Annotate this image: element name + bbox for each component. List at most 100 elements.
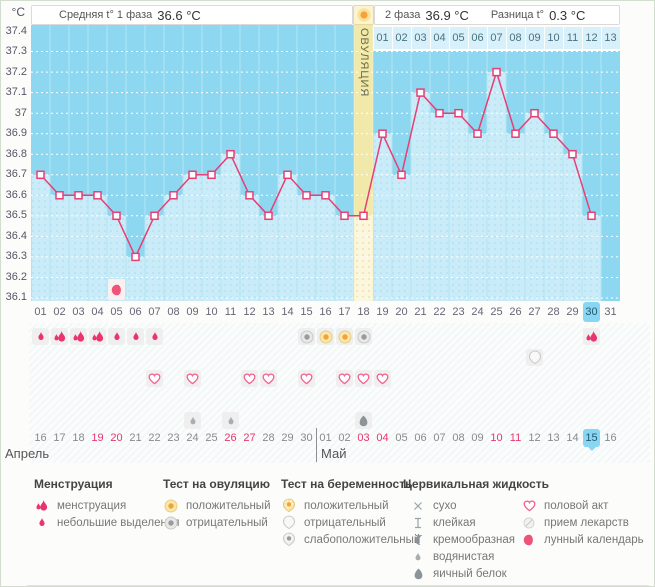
calendar-date-apr-25[interactable]: 25 — [205, 432, 218, 444]
cycle-day-30[interactable]: 30 — [583, 302, 600, 322]
ovulation-test-positive-icon — [319, 330, 333, 344]
legend-section-title: Цервикальная жидкость — [403, 477, 550, 491]
cervical-fluid-row-day-11 — [222, 412, 239, 429]
temp-point-day-13 — [264, 211, 273, 221]
cycle-day-05[interactable]: 05 — [110, 306, 123, 318]
calendar-date-may-15[interactable]: 15 — [583, 429, 600, 447]
menses-heavy-icon — [34, 499, 50, 513]
cycle-day-29[interactable]: 29 — [566, 306, 579, 318]
calendar-date-apr-22[interactable]: 22 — [148, 432, 161, 444]
legend-section-3: Цервикальная жидкость сухо клейкая кремообр… — [403, 477, 549, 582]
cycle-day-23[interactable]: 23 — [452, 306, 465, 318]
legend-item: слабоположительный — [281, 531, 420, 548]
cycle-day-11[interactable]: 11 — [224, 306, 237, 318]
legend-item-label: отрицательный — [304, 516, 386, 529]
temp-point-day-10 — [207, 170, 216, 180]
cycle-day-19[interactable]: 19 — [376, 306, 389, 318]
legend-item-label: менструация — [57, 499, 127, 512]
cycle-day-15[interactable]: 15 — [300, 306, 313, 318]
calendar-date-may-11[interactable]: 11 — [509, 432, 522, 444]
y-tick-37.4: 37.4 — [5, 24, 27, 37]
calendar-date-may-10[interactable]: 10 — [490, 432, 503, 444]
calendar-date-may-06[interactable]: 06 — [414, 432, 427, 444]
cycle-day-16[interactable]: 16 — [319, 306, 332, 318]
ovulation-test-negative-icon — [300, 330, 314, 344]
legend-section-4: половой акт прием лекарств лунный календар… — [521, 497, 644, 548]
cycle-day-06[interactable]: 06 — [129, 306, 142, 318]
legend-item: положительный — [281, 497, 420, 514]
cycle-day-12[interactable]: 12 — [243, 306, 256, 318]
calendar-date-apr-30[interactable]: 30 — [300, 432, 313, 444]
today-marker-notch — [587, 447, 596, 451]
cycle-day-07[interactable]: 07 — [148, 306, 161, 318]
cf-dry-icon — [410, 501, 426, 511]
cycle-day-14[interactable]: 14 — [281, 306, 294, 318]
calendar-date-apr-20[interactable]: 20 — [110, 432, 123, 444]
cycle-day-31[interactable]: 31 — [604, 306, 617, 318]
calendar-date-may-04[interactable]: 04 — [376, 432, 389, 444]
calendar-date-may-07[interactable]: 07 — [433, 432, 446, 444]
cycle-day-22[interactable]: 22 — [433, 306, 446, 318]
legend-item: клейкая — [410, 514, 549, 531]
cycle-day-27[interactable]: 27 — [528, 306, 541, 318]
menstruation-and-ovulation-test-row-day-6 — [127, 328, 144, 345]
cf-sticky-icon — [410, 517, 426, 529]
pregnancy-test-negative-icon — [528, 350, 542, 365]
calendar-date-apr-18[interactable]: 18 — [72, 432, 85, 444]
calendar-date-apr-16[interactable]: 16 — [34, 432, 47, 444]
calendar-date-may-16[interactable]: 16 — [604, 432, 617, 444]
cycle-day-26[interactable]: 26 — [509, 306, 522, 318]
calendar-date-apr-28[interactable]: 28 — [262, 432, 275, 444]
intercourse-row-day-12 — [241, 370, 258, 387]
cycle-day-28[interactable]: 28 — [547, 306, 560, 318]
temp-point-day-3 — [74, 191, 83, 200]
calendar-date-apr-27[interactable]: 27 — [243, 432, 256, 444]
calendar-date-may-02[interactable]: 02 — [338, 432, 351, 444]
temp-point-day-4 — [93, 191, 102, 200]
legend-item-label: клейкая — [433, 516, 476, 529]
cycle-day-10[interactable]: 10 — [205, 306, 218, 318]
calendar-date-may-01[interactable]: 01 — [319, 432, 332, 444]
temp-point-day-11 — [226, 149, 235, 159]
cycle-day-09[interactable]: 09 — [186, 306, 199, 318]
intercourse-icon — [243, 373, 256, 385]
calendar-date-apr-26[interactable]: 26 — [224, 432, 237, 444]
cycle-day-02[interactable]: 02 — [53, 306, 66, 318]
phase2-day-04: 04 — [430, 27, 449, 49]
cycle-day-08[interactable]: 08 — [167, 306, 180, 318]
avg-phase1-value: 36.6 °C — [157, 7, 201, 23]
cycle-day-24[interactable]: 24 — [471, 306, 484, 318]
calendar-date-may-03[interactable]: 03 — [357, 432, 370, 444]
temp-point-day-20 — [397, 170, 406, 180]
temp-point-day-1 — [36, 170, 45, 180]
cycle-day-25[interactable]: 25 — [490, 306, 503, 318]
calendar-date-may-14[interactable]: 14 — [566, 432, 579, 444]
cycle-day-03[interactable]: 03 — [72, 306, 85, 318]
phase2-day-07: 07 — [487, 27, 506, 49]
calendar-date-may-05[interactable]: 05 — [395, 432, 408, 444]
intercourse-row-day-7 — [146, 370, 163, 387]
calendar-date-may-08[interactable]: 08 — [452, 432, 465, 444]
calendar-date-apr-23[interactable]: 23 — [167, 432, 180, 444]
calendar-date-apr-21[interactable]: 21 — [129, 432, 142, 444]
intercourse-icon — [357, 373, 370, 385]
calendar-date-may-09[interactable]: 09 — [471, 432, 484, 444]
phase2-day-13: 13 — [601, 27, 620, 49]
temp-point-day-14 — [283, 170, 292, 180]
cycle-day-21[interactable]: 21 — [414, 306, 427, 318]
cycle-day-13[interactable]: 13 — [262, 306, 275, 318]
calendar-date-apr-17[interactable]: 17 — [53, 432, 66, 444]
calendar-date-may-13[interactable]: 13 — [547, 432, 560, 444]
cycle-day-04[interactable]: 04 — [91, 306, 104, 318]
cycle-day-20[interactable]: 20 — [395, 306, 408, 318]
calendar-date-may-12[interactable]: 12 — [528, 432, 541, 444]
calendar-date-apr-19[interactable]: 19 — [91, 432, 104, 444]
cycle-day-17[interactable]: 17 — [338, 306, 351, 318]
calendar-date-apr-29[interactable]: 29 — [281, 432, 294, 444]
medication-icon — [521, 517, 537, 529]
cycle-day-01[interactable]: 01 — [34, 306, 47, 318]
temp-point-day-19 — [378, 129, 387, 138]
cycle-day-18[interactable]: 18 — [357, 306, 370, 318]
legend-item: сухо — [410, 497, 549, 514]
calendar-date-apr-24[interactable]: 24 — [186, 432, 199, 444]
